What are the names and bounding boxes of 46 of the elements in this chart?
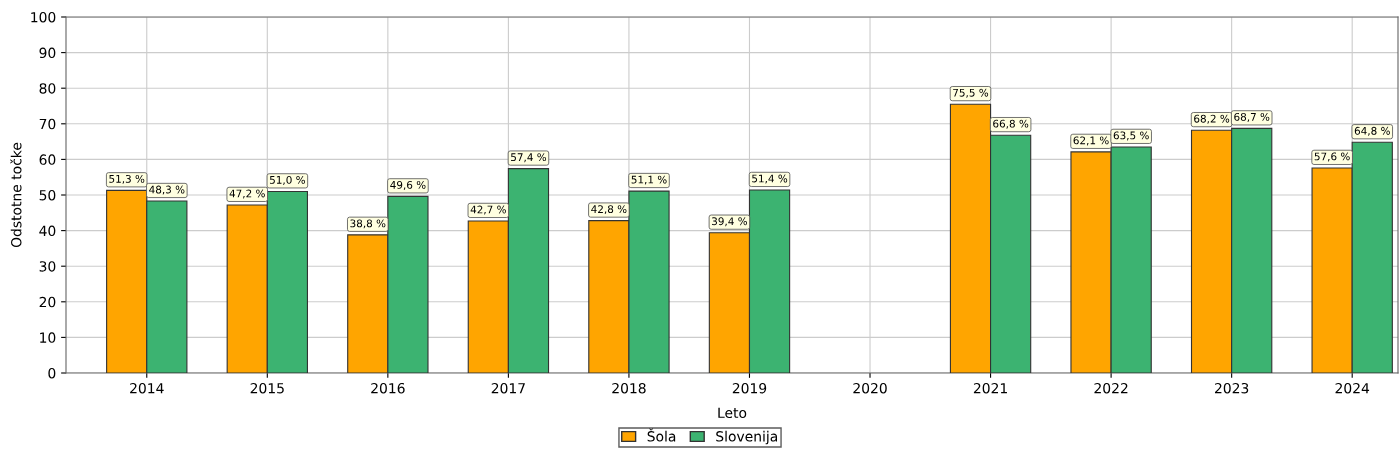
data-label: 66,8 % <box>993 119 1029 129</box>
x-tick-label: 2016 <box>371 382 405 394</box>
y-tick-label: 10 <box>40 332 56 343</box>
y-tick-label: 0 <box>48 367 56 379</box>
data-label: 47,2 % <box>229 189 265 199</box>
data-label: 64,8 % <box>1354 126 1390 136</box>
y-tick-label: 40 <box>39 225 56 237</box>
data-label: 38,8 % <box>350 219 386 229</box>
data-label: 51,3 % <box>109 174 145 184</box>
data-label: 68,7 % <box>1234 112 1270 122</box>
y-tick-label: 80 <box>39 83 56 94</box>
y-tick-label: 30 <box>39 261 56 272</box>
x-tick-label: 2024 <box>1335 382 1370 394</box>
y-tick-label: 100 <box>31 11 56 23</box>
data-label: 75,5 % <box>953 88 989 98</box>
data-label: 42,7 % <box>470 205 506 215</box>
legend-label: Slovenija <box>716 430 778 445</box>
data-label: 49,6 % <box>390 180 426 190</box>
x-tick-label: 2021 <box>973 382 1007 394</box>
y-axis-title: Odstotne točke <box>10 142 22 248</box>
y-tick-label: 90 <box>39 47 56 59</box>
data-label: 57,4 % <box>511 153 547 163</box>
x-tick-label: 2022 <box>1094 382 1128 394</box>
data-label: 62,1 % <box>1073 136 1109 146</box>
x-tick-label: 2017 <box>491 382 525 394</box>
data-label: 51,0 % <box>269 175 305 185</box>
x-tick-label: 2019 <box>732 382 767 394</box>
data-label: 51,4 % <box>752 174 788 184</box>
y-tick-label: 60 <box>39 154 56 165</box>
data-label: 51,1 % <box>631 175 667 185</box>
y-tick-label: 70 <box>39 118 56 130</box>
y-tick-label: 20 <box>39 296 56 308</box>
data-label: 48,3 % <box>149 185 185 195</box>
data-label: 63,5 % <box>1113 131 1149 141</box>
x-axis-title: Leto <box>718 407 747 419</box>
data-label: 68,2 % <box>1194 114 1230 124</box>
data-label: 42,8 % <box>591 205 627 215</box>
x-tick-label: 2018 <box>612 382 646 394</box>
legend-label: Šola <box>647 428 676 442</box>
x-tick-label: 2023 <box>1214 382 1249 394</box>
data-label: 57,6 % <box>1314 152 1350 162</box>
x-tick-label: 2014 <box>130 382 164 394</box>
x-tick-label: 2015 <box>250 382 284 394</box>
y-tick-label: 50 <box>39 189 56 201</box>
x-tick-label: 2020 <box>853 382 887 394</box>
data-label: 39,4 % <box>712 217 748 227</box>
